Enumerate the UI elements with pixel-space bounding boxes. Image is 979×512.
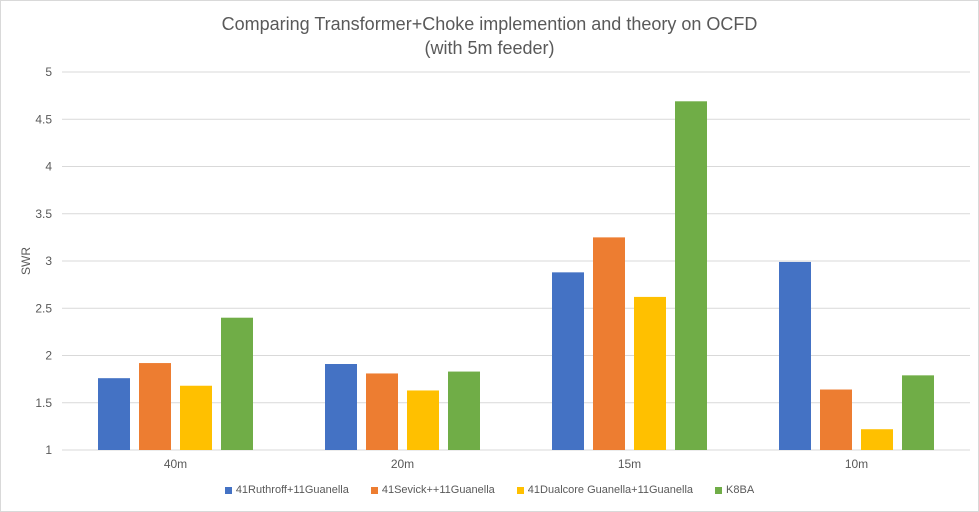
bar-40m-2	[139, 363, 171, 450]
y-tick-label: 4.5	[35, 112, 52, 126]
x-tick-label: 20m	[391, 457, 414, 471]
y-tick-label: 3	[45, 254, 52, 268]
bar-20m-1	[325, 364, 357, 450]
bar-10m-2	[820, 389, 852, 450]
x-tick-label: 40m	[164, 457, 187, 471]
bar-15m-3	[634, 296, 666, 450]
legend-swatch	[516, 486, 524, 494]
legend-label: 41Ruthroff+11Guanella	[235, 484, 349, 496]
y-axis-label: SWR	[19, 247, 33, 275]
x-tick-label: 15m	[618, 457, 641, 471]
bar-10m-4	[902, 375, 934, 450]
legend-item: K8BA	[715, 484, 754, 496]
legend-item: 41Sevick++11Guanella	[370, 484, 495, 496]
bar-10m-3	[861, 429, 893, 450]
bar-20m-3	[407, 390, 439, 450]
legend: 41Ruthroff+11Guanella 41Sevick++11Guanell…	[0, 484, 979, 496]
chart-title-main: Comparing Transformer+Choke implemention…	[221, 14, 758, 34]
chart-title: Comparing Transformer+Choke implemention…	[0, 12, 979, 60]
x-tick-label: 10m	[845, 457, 868, 471]
bar-15m-2	[593, 237, 625, 450]
bar-40m-1	[98, 378, 130, 450]
y-tick-label: 2.5	[35, 301, 52, 315]
y-tick-label: 5	[45, 65, 52, 79]
y-tick-label: 1	[45, 443, 52, 457]
legend-item: 41Dualcore Guanella+11Guanella	[516, 484, 694, 496]
bar-40m-4	[221, 317, 253, 450]
bar-20m-2	[366, 373, 398, 450]
legend-label: 41Dualcore Guanella+11Guanella	[527, 484, 694, 496]
bar-20m-4	[448, 371, 480, 450]
legend-label: 41Sevick++11Guanella	[381, 484, 495, 496]
y-tick-label: 2	[45, 349, 52, 363]
bar-40m-3	[180, 385, 212, 450]
y-tick-label: 1.5	[35, 396, 52, 410]
bar-10m-1	[779, 261, 811, 450]
bar-15m-1	[552, 272, 584, 450]
bar-15m-4	[675, 101, 707, 451]
y-tick-label: 3.5	[35, 207, 52, 221]
legend-label: K8BA	[726, 484, 755, 496]
legend-swatch	[370, 486, 378, 494]
legend-item: 41Ruthroff+11Guanella	[224, 484, 349, 496]
legend-swatch	[715, 486, 723, 494]
y-tick-label: 4	[45, 160, 52, 174]
legend-swatch	[224, 486, 232, 494]
chart-subtitle: (with 5m feeder)	[424, 38, 555, 58]
